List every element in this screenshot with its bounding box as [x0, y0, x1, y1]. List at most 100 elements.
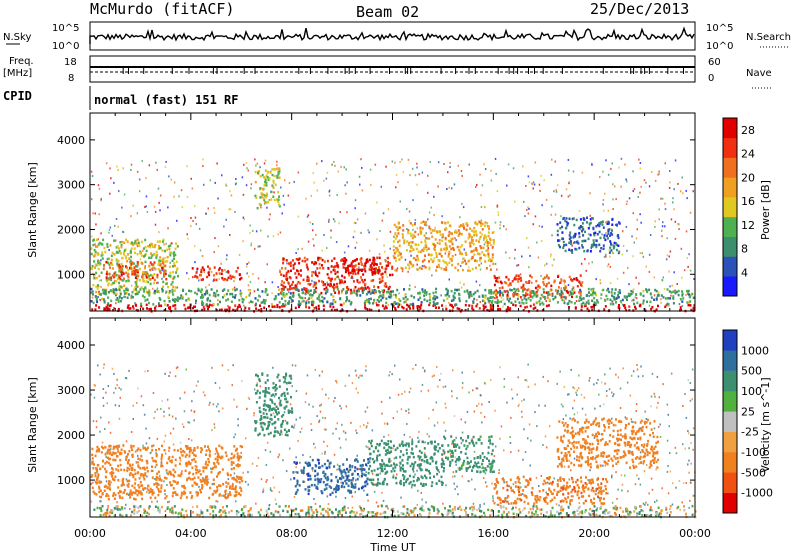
echo-cell	[152, 287, 154, 290]
echo-cell	[270, 190, 273, 194]
echo-cell	[338, 281, 341, 285]
echo-cell	[632, 190, 634, 193]
echo-cell	[497, 214, 500, 216]
echo-cell	[371, 267, 374, 271]
echo-cell	[532, 291, 535, 294]
echo-cell	[402, 236, 404, 239]
echo-cell	[558, 515, 561, 518]
echo-cell	[164, 264, 167, 268]
echo-cell	[420, 240, 423, 244]
echo-cell	[487, 253, 490, 256]
echo-cell	[362, 280, 365, 284]
echo-cell	[456, 245, 459, 249]
echo-cell	[197, 289, 200, 292]
echo-cell	[408, 288, 411, 291]
echo-cell	[640, 185, 642, 188]
echo-cell	[97, 296, 99, 298]
echo-cell	[148, 290, 151, 294]
echo-cell	[166, 248, 169, 251]
echo-cell	[628, 305, 631, 308]
echo-cell	[305, 305, 308, 309]
echo-cell	[137, 285, 139, 288]
echo-cell	[643, 470, 646, 473]
echo-cell	[293, 423, 296, 426]
echo-cell	[128, 257, 131, 260]
echo-cell	[658, 218, 660, 221]
echo-cell	[589, 469, 591, 472]
echo-cell	[433, 295, 436, 298]
echo-cell	[141, 514, 144, 518]
echo-cell	[229, 274, 232, 278]
echo-cell	[478, 220, 481, 224]
echo-cell	[127, 268, 130, 272]
echo-cell	[144, 246, 147, 249]
echo-cell	[565, 289, 568, 293]
echo-cell	[414, 218, 417, 221]
echo-cell	[487, 234, 490, 238]
echo-cell	[510, 301, 513, 304]
echo-cell	[249, 224, 251, 227]
echo-cell	[491, 245, 494, 249]
echo-cell	[344, 267, 347, 270]
echo-cell	[153, 261, 156, 264]
echo-cell	[172, 285, 175, 289]
echo-cell	[494, 157, 497, 160]
echo-cell	[508, 308, 511, 312]
echo-cell	[635, 410, 637, 412]
echo-cell	[345, 296, 348, 299]
echo-cell	[490, 302, 493, 306]
echo-cell	[217, 293, 220, 297]
echo-cell	[402, 229, 405, 232]
echo-cell	[536, 301, 539, 304]
echo-cell	[288, 291, 290, 294]
echo-cell	[665, 258, 668, 261]
echo-cell	[476, 303, 478, 306]
echo-cell	[125, 478, 128, 481]
echo-cell	[325, 286, 328, 289]
echo-cell	[263, 200, 266, 204]
echo-cell	[320, 403, 322, 406]
echo-cell	[123, 284, 126, 287]
echo-cell	[461, 174, 463, 177]
echo-cell	[618, 289, 621, 292]
echo-cell	[133, 270, 136, 273]
echo-cell	[102, 366, 105, 369]
echo-cell	[689, 211, 692, 214]
echo-cell	[669, 470, 672, 473]
echo-cell	[473, 253, 476, 256]
echo-cell	[582, 297, 585, 300]
echo-cell	[165, 160, 167, 163]
echo-cell	[213, 291, 216, 295]
echo-cell	[522, 283, 525, 287]
echo-cell	[660, 512, 662, 515]
echo-cell	[522, 302, 525, 305]
echo-cell	[221, 407, 224, 410]
echo-cell	[341, 280, 344, 283]
echo-cell	[377, 303, 380, 307]
echo-cell	[664, 297, 667, 300]
echo-cell	[307, 277, 310, 280]
echo-cell	[434, 243, 437, 247]
echo-cell	[200, 509, 203, 512]
echo-cell	[178, 195, 180, 198]
echo-cell	[437, 185, 439, 188]
echo-cell	[481, 299, 484, 303]
echo-cell	[361, 278, 364, 282]
echo-cell	[621, 489, 623, 492]
echo-cell	[398, 298, 400, 301]
echo-cell	[589, 233, 592, 237]
echo-cell	[246, 167, 248, 170]
echo-cell	[279, 270, 282, 274]
echo-cell	[295, 507, 298, 511]
echo-cell	[485, 249, 488, 252]
echo-cell	[399, 299, 402, 303]
echo-cell	[211, 505, 214, 509]
echo-cell	[604, 382, 606, 385]
echo-cell	[315, 508, 318, 512]
echo-cell	[409, 387, 412, 390]
echo-cell	[476, 289, 479, 293]
echo-cell	[460, 508, 463, 511]
echo-cell	[97, 284, 99, 287]
echo-cell	[260, 478, 263, 481]
echo-cell	[295, 456, 297, 459]
